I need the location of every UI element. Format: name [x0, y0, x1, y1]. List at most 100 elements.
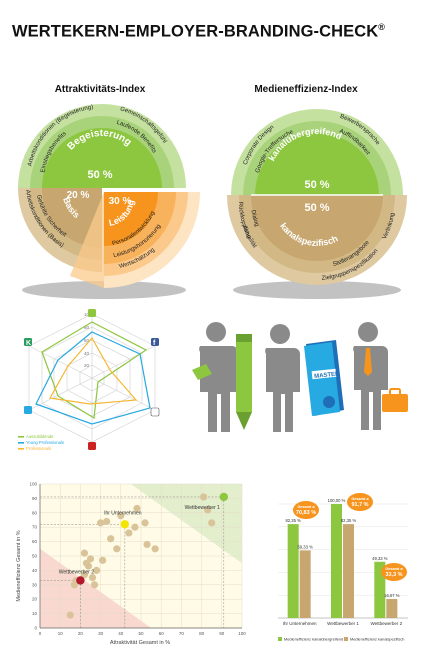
- basis-inner-ring: [42, 188, 102, 248]
- scatter-y-tick: 20: [32, 597, 38, 602]
- legend-swatch-auszubildende: [18, 436, 24, 438]
- bar: [374, 561, 386, 618]
- channel-icon-right-bottom: [150, 407, 160, 417]
- scatter-x-tick: 10: [58, 631, 64, 636]
- scatter-point: [99, 556, 107, 564]
- page-title: WERTEKERN-EMPLOYER-BRANDING-CHECK®: [12, 22, 385, 42]
- radar-series-young-professionals: [35, 331, 151, 425]
- scatter-y-tick: 90: [32, 496, 38, 501]
- scatter-x-tick: 100: [238, 631, 246, 636]
- begeisterung-inner-ring: [42, 128, 162, 188]
- bar: [287, 524, 299, 618]
- scatter-point: [80, 571, 89, 579]
- kanalspezifisch-inner-ring: [251, 195, 383, 261]
- scatter-point-highlight: [120, 520, 130, 529]
- channel-icon-top: [88, 309, 96, 317]
- scatter-point: [143, 540, 151, 549]
- scatter-y-tick: 50: [32, 554, 38, 559]
- gesamt-badge: [347, 493, 373, 511]
- briefcase-icon: [382, 388, 408, 412]
- bar-value-label: 82,35 %: [341, 518, 357, 523]
- gesamt-badge-value: 33,3 %: [385, 572, 402, 578]
- scatter-point: [92, 566, 101, 574]
- bar-category-label: Wettbewerber 2: [370, 621, 402, 626]
- gesamt-badge: [381, 563, 407, 581]
- bar-legend-label: Medieneffizienz kanalspezifisch: [350, 637, 404, 642]
- registered-mark: ®: [378, 22, 386, 32]
- scatter-x-tick: 30: [98, 631, 104, 636]
- legend-professionals: Professionals: [26, 446, 51, 451]
- gesamt-badge-title: Gesamt ø: [385, 567, 403, 571]
- radar-tick-80: 80: [84, 325, 90, 330]
- scatter-point-label: Wettbewerber 1: [185, 505, 220, 511]
- pencil-icon: [236, 334, 252, 430]
- scatter-point: [80, 549, 89, 557]
- radar-tick-20: 20: [84, 363, 90, 368]
- scatter-y-tick: 10: [32, 611, 38, 616]
- scatter-y-tick: 60: [32, 539, 38, 544]
- bar-legend-swatch: [344, 637, 348, 641]
- person-middle-icon: [265, 324, 300, 432]
- scatter-point-label: Ihr Unternehmen: [104, 510, 142, 516]
- attraktivitaet-title: Attraktivitäts-Index: [54, 84, 146, 95]
- shadow: [233, 281, 401, 299]
- bar-value-label: 59,33 %: [297, 544, 313, 549]
- bar-category-label: Ihr Unternehmen: [283, 621, 317, 626]
- person-right-icon: [353, 322, 388, 430]
- bar: [299, 550, 311, 618]
- scatter-point: [107, 535, 115, 543]
- scatter-x-tick: 0: [39, 631, 42, 636]
- legend-auszubildende: Auszubildende: [26, 434, 54, 439]
- scatter-x-tick: 60: [159, 631, 165, 636]
- certificate-text: MASTER: [314, 371, 340, 380]
- facebook-icon: [151, 338, 159, 346]
- bar-legend-swatch: [278, 637, 282, 641]
- scatter-x-label: Attraktivität Gesamt in %: [110, 640, 170, 646]
- person-left-icon: [199, 322, 238, 432]
- scatter-point: [113, 545, 121, 553]
- tie-icon: [364, 348, 372, 376]
- bar: [331, 504, 342, 618]
- bar-value-label: 49,33 %: [372, 556, 388, 561]
- scatter-y-tick: 30: [32, 582, 38, 587]
- bar: [343, 524, 354, 618]
- begeisterung-value: 50 %: [87, 169, 112, 181]
- medieneffizienz-diagram: Corporate Design Google-Treffersuche Bew…: [227, 109, 407, 299]
- radar-chart: 100 80 60 40 20 f K Auszubildende Young …: [18, 309, 160, 451]
- page-title-text: WERTEKERN-EMPLOYER-BRANDING-CHECK: [12, 22, 379, 41]
- scatter-point: [82, 559, 91, 567]
- scatter-point: [151, 545, 159, 553]
- gesamt-badge: [293, 501, 319, 519]
- svg-text:Dialog: Dialog: [250, 210, 260, 228]
- scatter-point: [97, 519, 105, 527]
- scatter-point: [117, 512, 125, 520]
- xing-icon: [24, 338, 32, 346]
- scatter-x-tick: 90: [219, 631, 225, 636]
- scatter-point: [200, 493, 208, 501]
- scatter-point: [66, 611, 74, 619]
- scatter-point: [70, 581, 78, 589]
- bar-value-label: 16,67 %: [384, 593, 400, 598]
- scatter-x-tick: 50: [138, 631, 144, 636]
- bar-chart: 82,35 % 59,33 % Ihr Unternehmen 100,00 % 82,…: [278, 493, 408, 642]
- scatter-point: [208, 519, 216, 527]
- bar-legend-label: Medieneffizienz kanalübergreifend: [284, 637, 343, 642]
- scatter-point: [204, 506, 212, 514]
- scatter-point: [103, 517, 111, 526]
- radar-series-professionals: [49, 336, 138, 405]
- bar: [386, 598, 398, 618]
- radar-tick-40: 40: [84, 351, 90, 356]
- scatter-point-highlight: [219, 492, 229, 502]
- scatter-y-tick: 80: [32, 510, 38, 515]
- leistung-value: 30 %: [109, 196, 132, 207]
- scatter-y-label: Medieneffizienz Gesamt in %: [16, 530, 22, 601]
- medieneffizienz-title: Medieneffizienz-Index: [254, 84, 358, 95]
- thumb-up-icon: [192, 364, 212, 380]
- scatter-zone-green: [130, 484, 242, 564]
- scatter-point: [141, 519, 149, 527]
- scatter-y-tick: 100: [29, 482, 37, 487]
- scatter-x-tick: 80: [199, 631, 205, 636]
- basis-value: 20 %: [67, 190, 90, 201]
- attraktivitaet-diagram: Arbeitskonditionen (Begeisterung) Einsti…: [18, 104, 200, 299]
- ring-label-dialog: Dialog: [250, 210, 260, 228]
